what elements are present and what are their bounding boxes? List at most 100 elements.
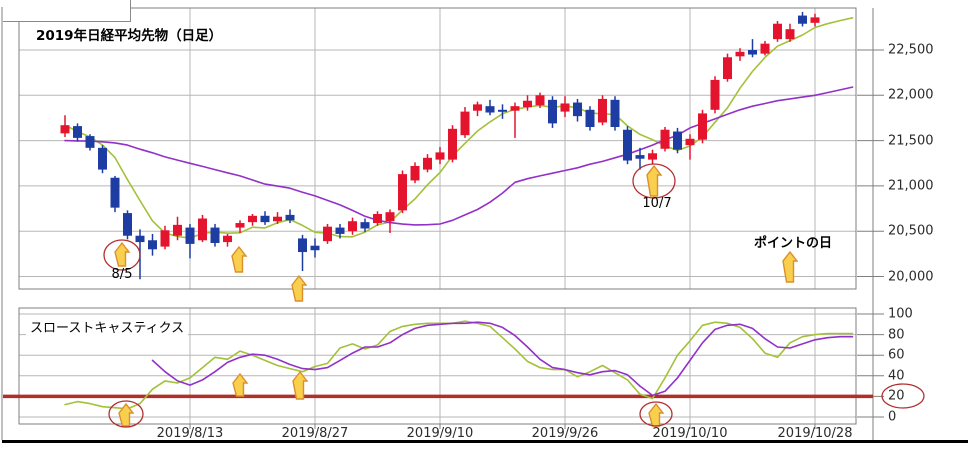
candle [685,138,695,146]
highlight-ellipse [108,400,144,428]
sub-panel [18,307,857,425]
candle [198,218,207,241]
candle [285,214,295,221]
candle [248,215,257,223]
candle [485,106,495,113]
candle [185,227,195,244]
up-arrow-annotation [118,402,135,427]
candle [623,129,632,161]
stoch-k-line [64,320,854,410]
candle [773,23,782,40]
candle [560,103,570,112]
candle [85,136,95,148]
up-arrow-annotation [114,241,131,267]
candle [510,106,520,111]
highlight-ellipse [639,401,673,427]
candle [710,79,720,110]
candle [260,215,270,223]
candle [448,128,457,160]
candle [723,57,732,79]
candle [473,104,482,111]
candle [273,216,282,222]
candle [673,131,682,150]
highlight-ellipse [632,163,676,199]
candle [610,99,620,128]
up-arrow-annotation [232,372,249,397]
stoch-axis-label: 60 [888,347,905,363]
price-axis-label: 22,500 [888,42,934,58]
stoch-axis-label: 0 [888,409,897,425]
candle [660,129,670,149]
candle [148,240,157,250]
candle [435,152,445,160]
candle [423,157,432,170]
candle [410,165,420,181]
candle [335,227,345,234]
candle [135,235,145,243]
ma-short-line [64,17,854,239]
candle [210,227,220,243]
stoch-axis-label: 20 [888,388,905,404]
candle [698,113,707,140]
candle [310,245,320,251]
price-axis-label: 20,500 [888,223,934,239]
candle [173,224,182,236]
candle [548,99,557,124]
candle [398,174,407,211]
candle [648,153,657,160]
point-day-label: ポイントの日 [753,236,833,251]
annotation-10-7-label: 10/7 [642,196,672,211]
candle [735,51,745,57]
candle [785,29,795,40]
candle [760,43,770,54]
date-axis-label: 2019/10/10 [652,426,728,441]
candle [598,98,607,123]
price-axis-label: 20,000 [888,269,934,284]
date-axis-label: 2019/9/26 [531,426,599,441]
stoch-axis-label: 100 [888,306,913,322]
up-arrow-annotation [782,250,799,283]
candle [360,222,370,229]
candle [160,230,170,247]
candle [798,15,807,24]
highlight-ellipse [881,383,925,409]
stoch-axis-label: 40 [888,368,905,384]
date-axis-label: 2019/8/27 [281,426,349,441]
up-arrow-annotation [646,164,663,197]
stoch-axis-label: 80 [888,327,905,343]
up-arrow-annotation [291,274,308,302]
chart-title: 2019年日経平均先物（日足） [36,28,223,44]
candle [323,226,332,242]
price-axis-label: 21,500 [888,133,934,149]
up-arrow-annotation [292,370,309,400]
candle [123,213,132,236]
ma-long-line [64,86,854,226]
candle [98,147,107,170]
candle [348,221,357,232]
candle [585,109,595,128]
candle [223,235,232,243]
date-axis-label: 2019/8/13 [156,426,224,441]
candle [810,17,820,23]
candle [73,126,82,138]
date-axis-label: 2019/10/28 [777,426,853,441]
candle [385,212,395,222]
up-arrow-annotation [648,402,665,427]
candle [635,155,645,159]
candle [460,111,470,136]
date-axis-label: 2019/9/10 [406,426,474,441]
candle [748,50,757,55]
stoch-panel-title: スローストキャスティクス [26,316,189,337]
annotation-8-5-label: 8/5 [111,267,133,282]
stoch-d-line [151,321,854,397]
up-arrow-annotation [231,245,248,273]
corner-artifact [3,0,131,22]
candle [110,177,120,208]
candle [535,95,545,106]
price-axis-label: 21,000 [888,178,934,194]
candle [235,223,245,228]
candle [498,109,507,112]
main-panel [18,7,857,290]
price-axis-label: 22,000 [888,87,934,103]
